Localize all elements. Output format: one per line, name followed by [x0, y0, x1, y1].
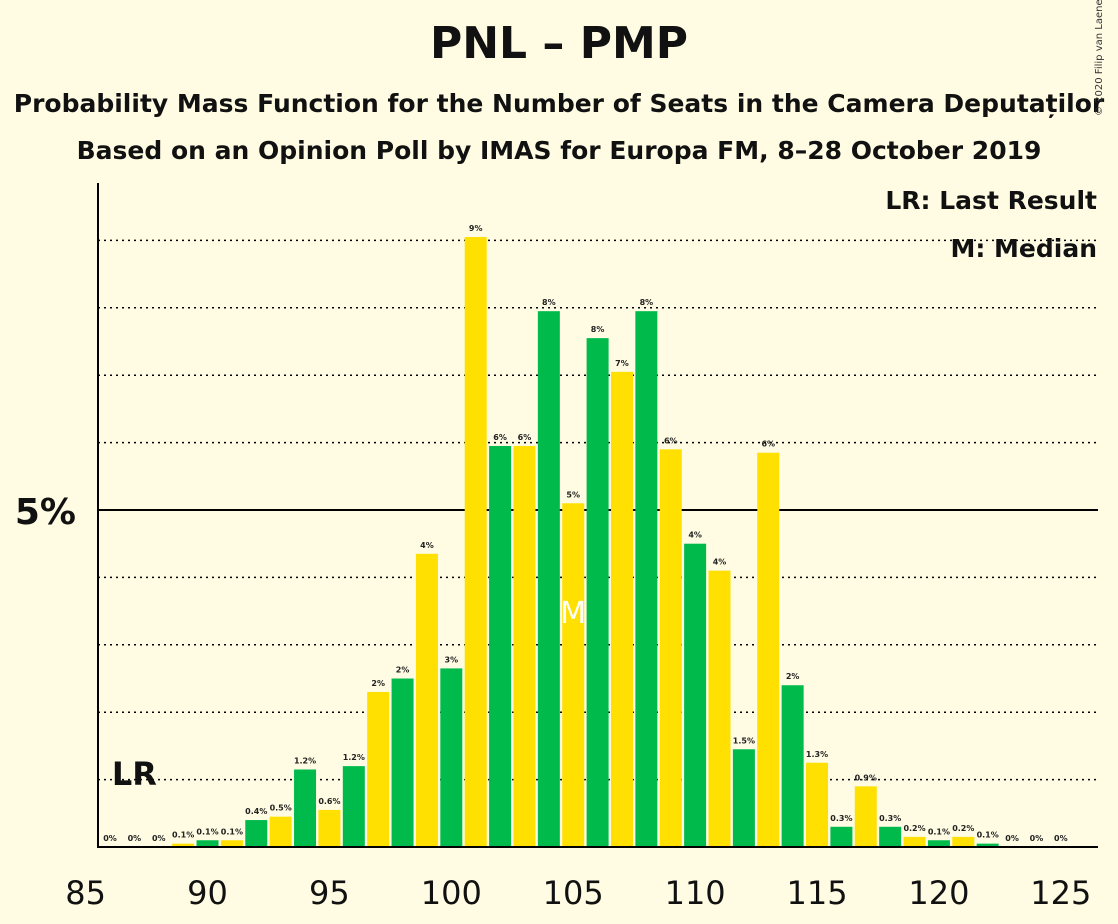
bar-label-seat-117: 0.9%: [855, 773, 877, 782]
bar-label-seat-121: 0.2%: [952, 824, 974, 833]
bar-seat-96: [342, 766, 365, 847]
x-tick-label-95: 95: [309, 874, 350, 912]
x-tick-label-100: 100: [421, 874, 482, 912]
bar-seat-117: [854, 786, 877, 847]
chart-subtitle: Probability Mass Function for the Number…: [13, 89, 1105, 118]
bar-label-seat-96: 1.2%: [343, 753, 365, 762]
bar-seat-97: [367, 691, 390, 847]
legend-median: M: Median: [950, 234, 1097, 263]
bar-seat-91: [220, 840, 243, 847]
bar-seat-114: [781, 685, 804, 847]
last-result-marker: LR: [112, 755, 157, 793]
x-tick-label-115: 115: [786, 874, 847, 912]
median-marker: M: [560, 596, 586, 631]
bar-seat-102: [489, 445, 512, 847]
x-tick-label-110: 110: [665, 874, 726, 912]
bar-label-seat-103: 6%: [518, 433, 532, 442]
bar-label-seat-124: 0%: [1030, 834, 1044, 843]
bars: [172, 237, 999, 847]
bar-label-seat-109: 6%: [664, 436, 678, 445]
bar-label-seat-105: 5%: [566, 490, 580, 499]
bar-label-seat-88: 0%: [152, 834, 166, 843]
bar-label-seat-113: 6%: [761, 440, 775, 449]
bar-seat-105: [562, 503, 585, 847]
bar-seat-118: [879, 826, 902, 847]
chart-poll-line: Based on an Opinion Poll by IMAS for Eur…: [76, 136, 1042, 165]
bar-seat-92: [245, 820, 268, 847]
bar-label-seat-100: 3%: [445, 655, 459, 664]
chart-title: PNL – PMP: [429, 18, 689, 69]
bar-label-seat-118: 0.3%: [879, 814, 901, 823]
bar-seat-106: [586, 338, 609, 847]
bar-seat-104: [537, 311, 560, 847]
x-tick-label-90: 90: [187, 874, 228, 912]
bar-label-seat-110: 4%: [688, 531, 702, 540]
bar-seat-101: [464, 237, 487, 847]
bar-label-seat-122: 0.1%: [977, 831, 999, 840]
bar-label-seat-91: 0.1%: [221, 827, 243, 836]
bar-label-seat-93: 0.5%: [270, 804, 292, 813]
bar-label-seat-97: 2%: [371, 679, 385, 688]
bar-label-seat-98: 2%: [396, 666, 410, 675]
bar-seat-110: [684, 543, 707, 847]
bar-seat-116: [830, 826, 853, 847]
bar-seat-107: [610, 371, 633, 847]
bar-seat-112: [732, 749, 755, 847]
bar-seat-94: [294, 769, 317, 847]
bar-seat-90: [196, 840, 219, 847]
bar-seat-109: [659, 449, 682, 847]
y-tick-label-5pct: 5%: [15, 492, 76, 533]
bar-label-seat-95: 0.6%: [318, 797, 340, 806]
bar-seat-113: [757, 452, 780, 847]
bar-seat-98: [391, 678, 414, 847]
axes: 5% 85 90 95 100 105 110 115 120 125: [15, 183, 1098, 912]
bar-label-seat-106: 8%: [591, 325, 605, 334]
bar-seat-108: [635, 311, 658, 847]
bar-seat-119: [903, 836, 926, 847]
bar-label-seat-107: 7%: [615, 359, 629, 368]
bar-seat-89: [172, 843, 195, 847]
x-tick-label-120: 120: [908, 874, 969, 912]
bar-seat-121: [952, 836, 975, 847]
bar-label-seat-108: 8%: [640, 298, 654, 307]
bar-seat-111: [708, 570, 731, 847]
bar-label-seat-120: 0.1%: [928, 827, 950, 836]
bar-seat-99: [415, 553, 438, 847]
bar-label-seat-94: 1.2%: [294, 756, 316, 765]
bar-label-seat-101: 9%: [469, 224, 483, 233]
bar-label-seat-115: 1.3%: [806, 750, 828, 759]
bar-label-seat-90: 0.1%: [196, 827, 218, 836]
x-tick-label-125: 125: [1030, 874, 1091, 912]
bar-seat-93: [269, 816, 292, 847]
bar-label-seat-125: 0%: [1054, 834, 1068, 843]
bar-seat-103: [513, 445, 536, 847]
bar-label-seat-104: 8%: [542, 298, 556, 307]
bar-label-seat-102: 6%: [493, 433, 507, 442]
bar-label-seat-92: 0.4%: [245, 807, 267, 816]
bar-label-seat-86: 0%: [103, 834, 117, 843]
bar-label-seat-119: 0.2%: [903, 824, 925, 833]
bar-label-seat-123: 0%: [1005, 834, 1019, 843]
bar-seat-122: [976, 843, 999, 847]
bar-seat-120: [927, 840, 950, 847]
bar-label-seat-99: 4%: [420, 541, 434, 550]
bar-label-seat-87: 0%: [128, 834, 142, 843]
x-tick-label-85: 85: [65, 874, 106, 912]
bar-seat-115: [806, 762, 829, 847]
bar-label-seat-114: 2%: [786, 672, 800, 681]
legend-last-result: LR: Last Result: [885, 186, 1097, 215]
bar-seat-95: [318, 809, 341, 847]
bar-value-labels: 0% 0% 0% 0.1% 0.1% 0.1%0.4% 0.5%1.2%0.6%1.2%2%…: [103, 224, 1067, 843]
x-tick-label-105: 105: [543, 874, 604, 912]
bar-label-seat-116: 0.3%: [830, 814, 852, 823]
legend: LR: Last Result M: Median: [885, 186, 1097, 263]
bar-label-seat-112: 1.5%: [733, 736, 755, 745]
bar-seat-100: [440, 668, 463, 847]
bar-label-seat-89: 0.1%: [172, 831, 194, 840]
bar-label-seat-111: 4%: [713, 558, 727, 567]
